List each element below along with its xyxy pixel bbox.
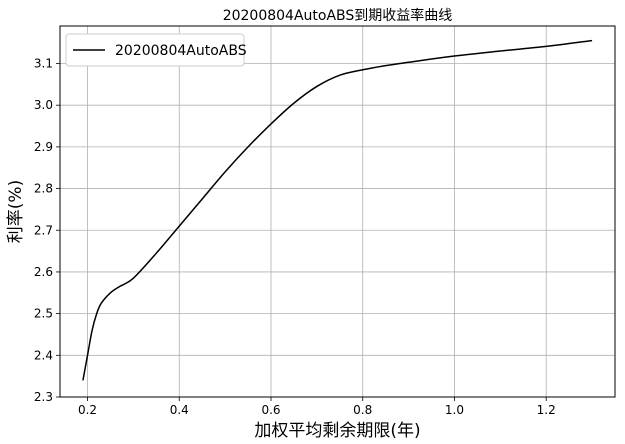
y-tick-label: 2.3 xyxy=(34,390,53,404)
x-axis-label: 加权平均剩余期限(年) xyxy=(254,421,420,441)
plot-frame xyxy=(59,25,616,398)
y-tick-label: 2.8 xyxy=(34,182,53,196)
x-tick-label: 1.2 xyxy=(537,403,556,417)
y-tick-label: 3.0 xyxy=(34,98,53,112)
y-tick-label: 2.4 xyxy=(34,348,53,362)
x-tick-label: 0.4 xyxy=(170,403,189,417)
legend-box xyxy=(65,33,245,67)
y-tick-label: 2.5 xyxy=(34,307,53,321)
x-tick-label: 0.2 xyxy=(78,403,97,417)
x-tick-label: 0.8 xyxy=(353,403,372,417)
series-layer xyxy=(82,39,593,381)
y-tick-label: 3.1 xyxy=(34,57,53,71)
x-tick-label: 0.6 xyxy=(261,403,280,417)
series-line xyxy=(82,39,593,381)
chart-title: 20200804AutoABS到期收益率曲线 xyxy=(223,7,453,24)
y-tick-label: 2.9 xyxy=(34,140,53,154)
y-tick-label: 2.6 xyxy=(34,265,53,279)
legend-entry-label: 20200804AutoABS xyxy=(115,43,247,59)
ticks: 0.2 0.4 0.6 0.8 1.0 1.2 2.3 2.4 2.5 2.6 2.7 2.8 2.9 3… xyxy=(34,57,556,417)
legend: 20200804AutoABS xyxy=(65,33,247,67)
grid xyxy=(60,26,615,398)
y-axis-label: 利率(%) xyxy=(6,180,26,243)
x-tick-label: 1.0 xyxy=(445,403,464,417)
y-tick-label: 2.7 xyxy=(34,223,53,237)
